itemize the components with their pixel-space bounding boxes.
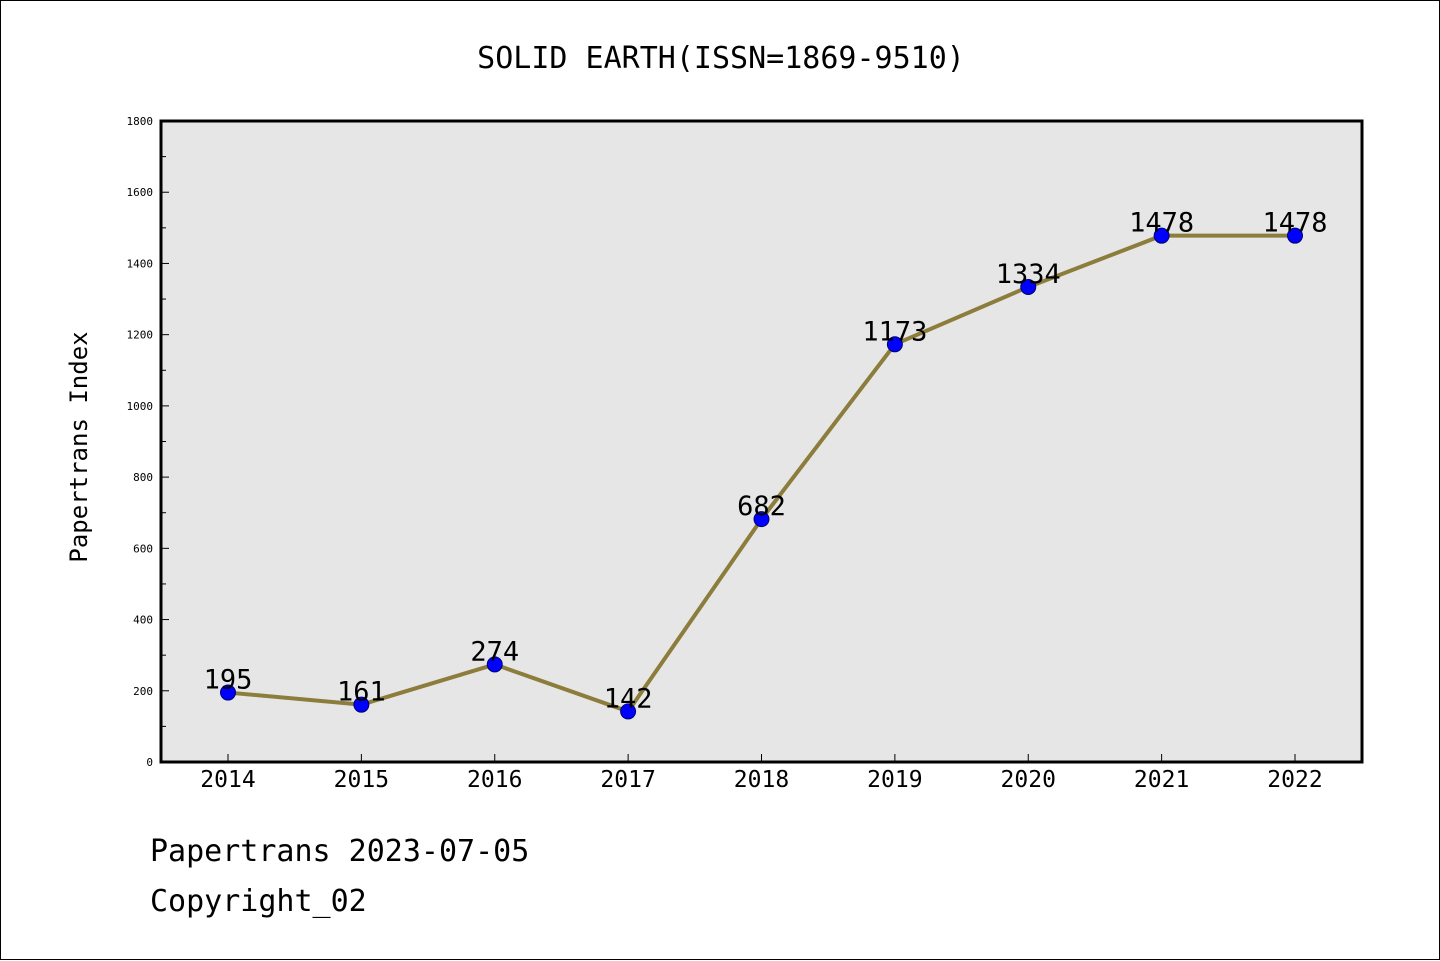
- data-label: 195: [204, 665, 253, 696]
- x-tick-label: 2017: [600, 767, 655, 793]
- data-point-marker: [753, 511, 770, 528]
- data-label: 1173: [862, 316, 927, 347]
- y-tick-label: 400: [133, 614, 153, 627]
- y-axis-label: Papertrans Index: [65, 331, 93, 562]
- source-date-text: Papertrans 2023-07-05: [150, 834, 530, 869]
- chart-title: SOLID EARTH(ISSN=1869-9510): [477, 41, 965, 76]
- x-tick-label: 2018: [734, 767, 789, 793]
- y-tick-label: 1000: [127, 400, 154, 413]
- data-label: 142: [604, 683, 653, 714]
- data-point-marker: [1287, 227, 1303, 244]
- y-tick-label: 0: [146, 756, 153, 769]
- data-label: 274: [470, 636, 519, 667]
- copyright-text: Copyright_02: [150, 884, 367, 919]
- data-point-marker: [353, 696, 370, 713]
- y-tick-label: 200: [133, 685, 153, 698]
- y-tick-label: 1400: [127, 257, 154, 270]
- series-layer: 195 161 274 142 682 1173 1334 1478 1478: [204, 208, 1328, 720]
- x-tick-label: 2021: [1134, 767, 1189, 793]
- x-axis-ticks: 2014 2015 2016 2017 2018 2019 2020 2021 2022: [200, 754, 1323, 793]
- x-tick-label: 2015: [334, 767, 389, 793]
- y-tick-label: 800: [133, 471, 153, 484]
- y-tick-label: 1200: [127, 329, 154, 342]
- data-label: 682: [737, 491, 786, 522]
- x-tick-label: 2019: [867, 767, 922, 793]
- x-tick-label: 2020: [1001, 767, 1056, 793]
- data-label: 1478: [1262, 208, 1327, 239]
- y-tick-label: 600: [133, 542, 153, 555]
- data-point-marker: [1153, 227, 1170, 244]
- data-point-marker: [486, 656, 503, 673]
- data-point-marker: [220, 684, 236, 701]
- data-point-marker: [1020, 278, 1037, 295]
- x-tick-label: 2022: [1267, 767, 1322, 793]
- data-point-marker: [620, 703, 637, 720]
- data-label: 1478: [1129, 208, 1194, 239]
- data-label: 161: [337, 677, 386, 708]
- x-tick-label: 2014: [200, 767, 255, 793]
- y-tick-label: 1800: [127, 115, 154, 128]
- x-tick-label: 2016: [467, 767, 522, 793]
- data-point-marker: [886, 336, 903, 353]
- data-label: 1334: [996, 259, 1061, 290]
- y-axis-ticks: 0 200 400 600 800 1000 1200 1400 1600 1800: [127, 115, 169, 769]
- y-tick-label: 1600: [127, 186, 154, 199]
